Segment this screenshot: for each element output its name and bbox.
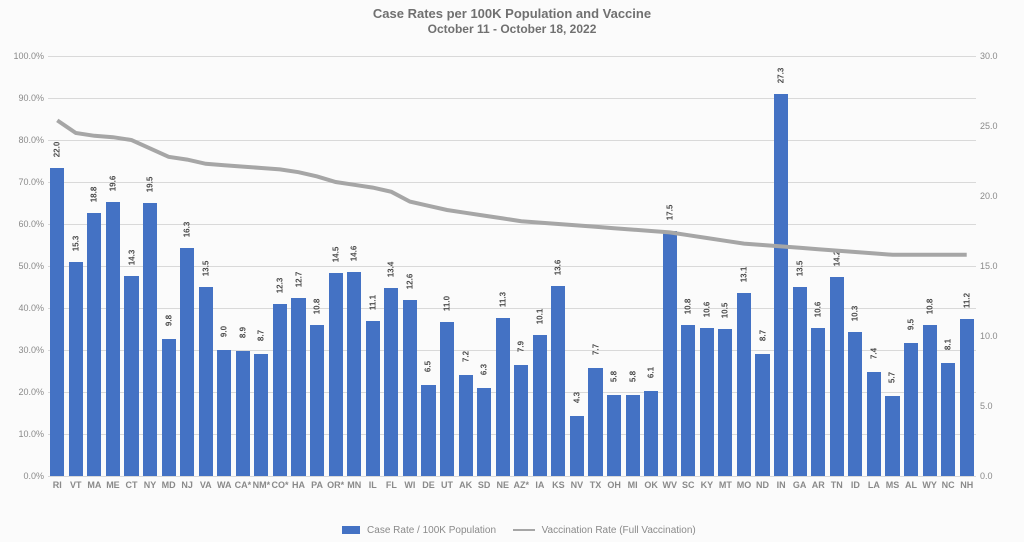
y-right-tick: 15.0 (980, 261, 1020, 271)
x-tick-label: MA (87, 480, 101, 490)
x-tick-label: MD (162, 480, 176, 490)
y-right-tick: 10.0 (980, 331, 1020, 341)
x-tick-label: WY (922, 480, 937, 490)
x-tick-label: RI (53, 480, 62, 490)
case-rate-chart: Case Rates per 100K Population and Vacci… (0, 0, 1024, 542)
x-tick-label: AR (812, 480, 825, 490)
x-tick-label: WA (217, 480, 232, 490)
x-tick-label: PA (311, 480, 323, 490)
x-tick-label: ME (106, 480, 120, 490)
x-tick-label: NM* (253, 480, 271, 490)
x-tick-label: WV (662, 480, 677, 490)
x-tick-label: IL (369, 480, 377, 490)
y-left-tick: 30.0% (4, 345, 44, 355)
x-tick-label: IA (535, 480, 544, 490)
x-tick-label: MT (719, 480, 732, 490)
legend: Case Rate / 100K Population Vaccination … (0, 525, 1024, 536)
y-left-tick: 70.0% (4, 177, 44, 187)
x-tick-label: CO* (271, 480, 288, 490)
x-tick-label: CA* (235, 480, 252, 490)
x-tick-label: ND (756, 480, 769, 490)
y-right-tick: 0.0 (980, 471, 1020, 481)
x-tick-label: WI (404, 480, 415, 490)
x-tick-label: SD (478, 480, 491, 490)
plot-area: 0.0%10.0%20.0%30.0%40.0%50.0%60.0%70.0%8… (48, 56, 976, 476)
y-left-tick: 80.0% (4, 135, 44, 145)
x-tick-label: AZ* (514, 480, 530, 490)
x-tick-label: GA (793, 480, 807, 490)
x-tick-label: MN (347, 480, 361, 490)
y-left-tick: 40.0% (4, 303, 44, 313)
y-left-tick: 20.0% (4, 387, 44, 397)
x-tick-label: HA (292, 480, 305, 490)
x-tick-label: MI (628, 480, 638, 490)
x-tick-label: FL (386, 480, 397, 490)
line-layer (48, 56, 976, 476)
x-tick-label: IN (777, 480, 786, 490)
vaccination-line (57, 120, 966, 254)
x-tick-label: UT (441, 480, 453, 490)
chart-subtitle: October 11 - October 18, 2022 (0, 22, 1024, 36)
x-tick-label: CT (126, 480, 138, 490)
y-left-tick: 100.0% (4, 51, 44, 61)
legend-bar-label: Case Rate / 100K Population (367, 525, 496, 536)
legend-bar-swatch (342, 526, 360, 534)
x-tick-label: NE (496, 480, 509, 490)
x-tick-label: DE (422, 480, 435, 490)
x-tick-label: VA (200, 480, 212, 490)
x-tick-label: NJ (181, 480, 193, 490)
x-tick-label: OK (644, 480, 658, 490)
x-tick-label: OH (607, 480, 621, 490)
y-right-tick: 30.0 (980, 51, 1020, 61)
x-tick-label: AL (905, 480, 917, 490)
y-left-tick: 0.0% (4, 471, 44, 481)
x-tick-label: MO (737, 480, 752, 490)
x-tick-label: NY (144, 480, 157, 490)
x-tick-label: AK (459, 480, 472, 490)
y-left-tick: 10.0% (4, 429, 44, 439)
x-tick-label: MS (886, 480, 900, 490)
x-tick-label: KY (701, 480, 714, 490)
x-tick-label: OR* (327, 480, 344, 490)
y-right-tick: 20.0 (980, 191, 1020, 201)
y-right-tick: 25.0 (980, 121, 1020, 131)
x-tick-label: NV (571, 480, 584, 490)
legend-line-swatch (513, 529, 535, 531)
chart-title: Case Rates per 100K Population and Vacci… (0, 6, 1024, 21)
legend-line-label: Vaccination Rate (Full Vaccination) (542, 525, 696, 536)
x-tick-label: TX (590, 480, 602, 490)
x-tick-label: NC (942, 480, 955, 490)
y-left-tick: 50.0% (4, 261, 44, 271)
y-right-tick: 5.0 (980, 401, 1020, 411)
x-tick-label: LA (868, 480, 880, 490)
x-tick-label: NH (960, 480, 973, 490)
x-tick-label: ID (851, 480, 860, 490)
x-tick-label: KS (552, 480, 565, 490)
y-left-tick: 90.0% (4, 93, 44, 103)
x-tick-label: VT (70, 480, 82, 490)
x-tick-label: SC (682, 480, 695, 490)
y-left-tick: 60.0% (4, 219, 44, 229)
x-tick-label: TN (831, 480, 843, 490)
